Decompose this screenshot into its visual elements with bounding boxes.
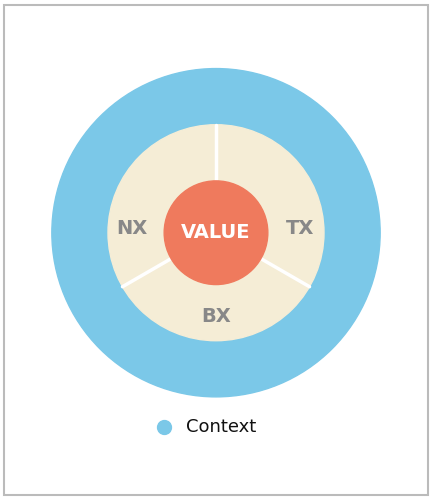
Text: NX: NX [116,219,147,238]
Circle shape [52,68,380,397]
Text: TX: TX [286,219,314,238]
Text: BX: BX [201,308,231,326]
Circle shape [108,124,324,340]
Text: Context: Context [186,418,256,436]
Text: VALUE: VALUE [181,223,251,242]
Circle shape [164,181,268,284]
